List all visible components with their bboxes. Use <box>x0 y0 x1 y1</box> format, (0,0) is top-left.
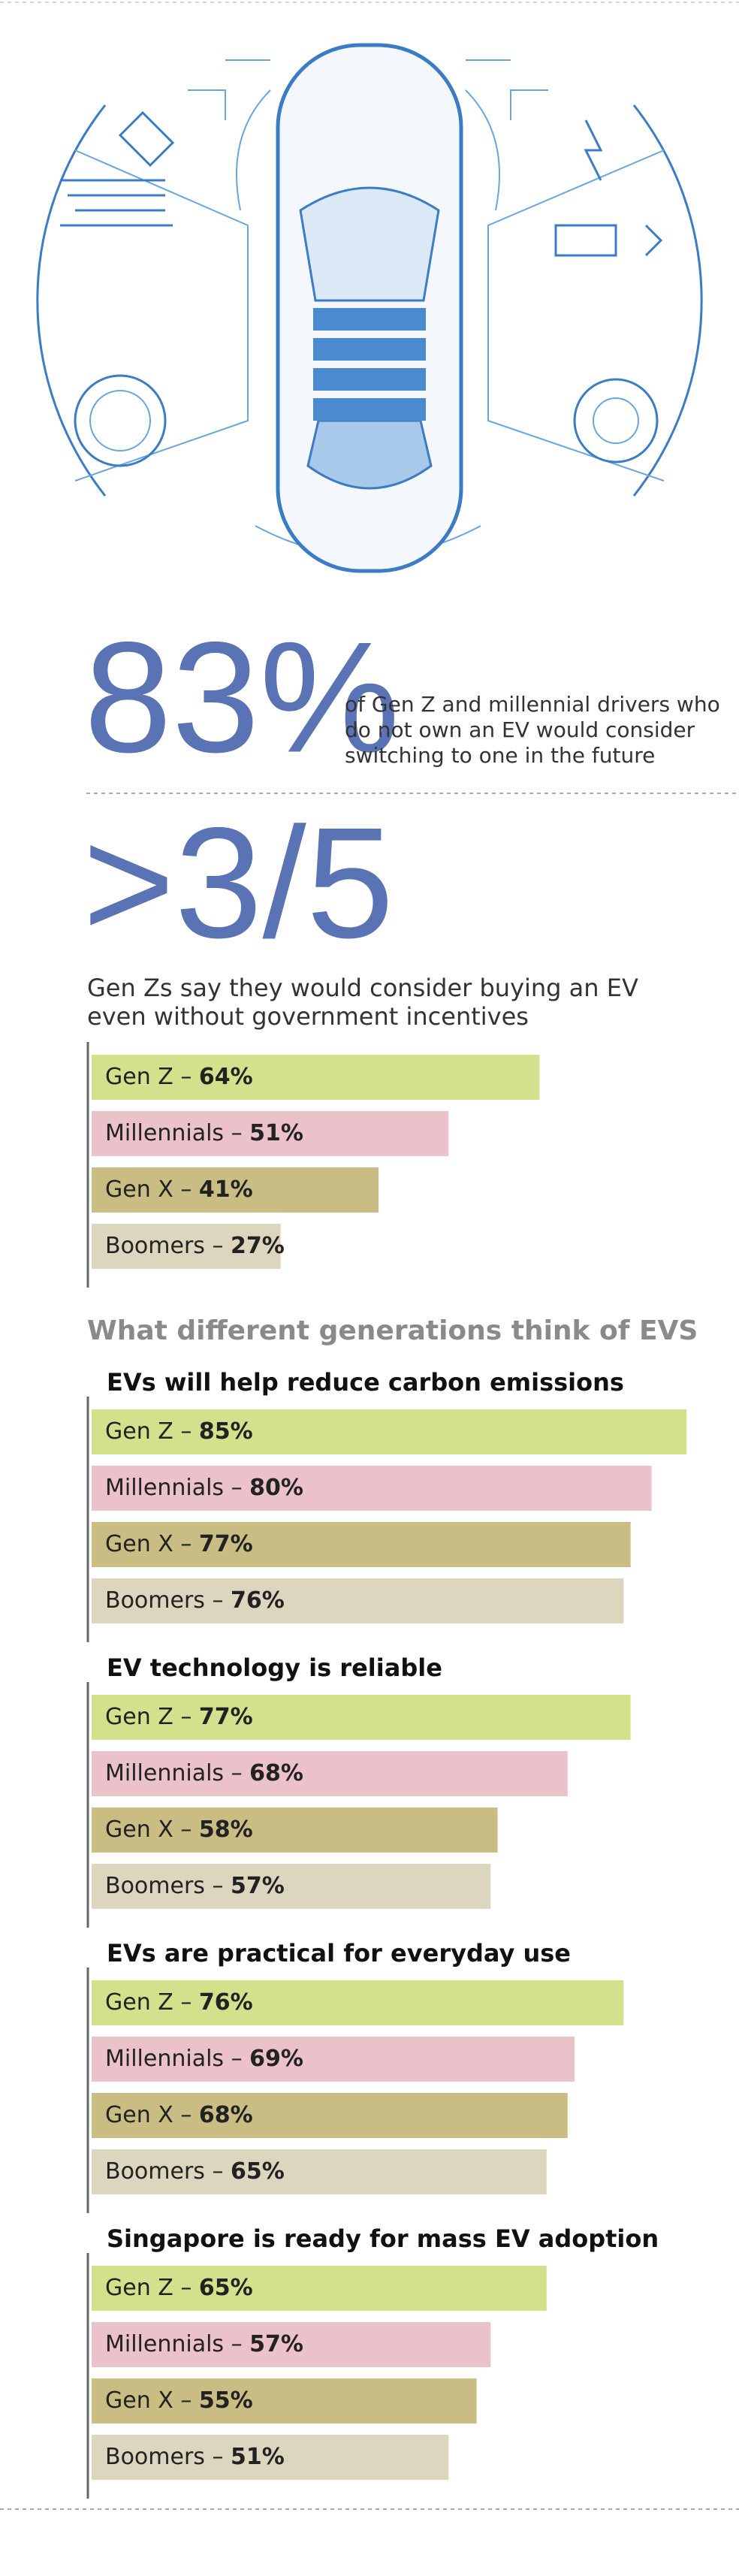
bar-label: Boomers – 57% <box>105 1873 285 1899</box>
chart-title: EV technology is reliable <box>107 1653 442 1682</box>
bar-label: Millennials – 68% <box>105 1760 303 1786</box>
value-label: 64% <box>199 1064 253 1090</box>
category-label: Millennials – <box>105 1120 243 1146</box>
bar <box>92 1695 631 1740</box>
value-label: 51% <box>231 2444 285 2470</box>
illustration <box>36 43 703 573</box>
bar <box>92 2037 575 2082</box>
bar-label: Millennials – 69% <box>105 2046 303 2072</box>
value-label: 27% <box>231 1233 285 1259</box>
value-label: 77% <box>199 1531 253 1557</box>
bar-label: Gen X – 77% <box>105 1531 253 1557</box>
bar <box>92 1980 624 2025</box>
bar-label: Boomers – 65% <box>105 2158 285 2185</box>
bar <box>92 1751 568 1796</box>
bar-label: Boomers – 51% <box>105 2444 285 2470</box>
value-label: 51% <box>249 1120 303 1146</box>
category-label: Gen X – <box>105 2102 192 2128</box>
value-label: 77% <box>199 1704 253 1730</box>
bar <box>92 1578 624 1623</box>
value-label: 58% <box>199 1816 253 1843</box>
stat-text: of Gen Z and millennial drivers who <box>345 692 720 717</box>
bar-label: Gen X – 41% <box>105 1176 253 1203</box>
bar-label: Gen Z – 77% <box>105 1704 253 1730</box>
value-label: 57% <box>231 1873 285 1899</box>
bar-label: Gen X – 58% <box>105 1816 253 1843</box>
category-label: Gen Z – <box>105 1704 192 1730</box>
category-label: Gen Z – <box>105 1064 192 1090</box>
value-label: 65% <box>199 2275 253 2301</box>
category-label: Boomers – <box>105 1233 223 1259</box>
section-title: What different generations think of EVS <box>87 1315 698 1346</box>
value-label: 68% <box>249 1760 303 1786</box>
stat-text: even without government incentives <box>87 1002 529 1031</box>
category-label: Millennials – <box>105 2331 243 2357</box>
bar <box>92 1055 540 1100</box>
bar-label: Boomers – 27% <box>105 1233 285 1259</box>
category-label: Boomers – <box>105 1587 223 1614</box>
category-label: Boomers – <box>105 2444 223 2470</box>
value-label: 80% <box>249 1475 303 1501</box>
category-label: Millennials – <box>105 1760 243 1786</box>
bar-label: Gen X – 55% <box>105 2387 253 2414</box>
bar-label: Gen X – 68% <box>105 2102 253 2128</box>
bar <box>92 1167 379 1213</box>
bar-label: Gen Z – 76% <box>105 1989 253 2016</box>
chart-title: Singapore is ready for mass EV adoption <box>107 2224 659 2253</box>
bar <box>92 1409 687 1454</box>
stat-text: do not own an EV would consider <box>345 717 695 742</box>
bar-label: Millennials – 51% <box>105 1120 303 1146</box>
bar <box>92 2322 491 2367</box>
category-label: Gen X – <box>105 1176 192 1203</box>
bar <box>92 1522 631 1567</box>
category-label: Gen X – <box>105 2387 192 2414</box>
bar-label: Gen Z – 65% <box>105 2275 253 2301</box>
category-label: Millennials – <box>105 1475 243 1501</box>
stat-text: switching to one in the future <box>345 743 655 768</box>
stat-figure: 83% <box>84 609 400 785</box>
chart-title: EVs will help reduce carbon emissions <box>107 1368 624 1397</box>
category-label: Gen Z – <box>105 1418 192 1445</box>
bar <box>92 1466 652 1511</box>
value-label: 65% <box>231 2158 285 2185</box>
category-label: Millennials – <box>105 2046 243 2072</box>
value-label: 68% <box>199 2102 253 2128</box>
category-label: Gen X – <box>105 1531 192 1557</box>
bar-label: Millennials – 57% <box>105 2331 303 2357</box>
bar <box>92 1807 498 1853</box>
value-label: 76% <box>231 1587 285 1614</box>
bar <box>92 1111 449 1156</box>
bar <box>92 1864 491 1909</box>
value-label: 41% <box>199 1176 253 1203</box>
bar <box>92 2378 477 2423</box>
bar-label: Gen Z – 64% <box>105 1064 253 1090</box>
category-label: Gen Z – <box>105 1989 192 2016</box>
category-label: Boomers – <box>105 2158 223 2185</box>
category-label: Gen Z – <box>105 2275 192 2301</box>
value-label: 55% <box>199 2387 253 2414</box>
value-label: 85% <box>199 1418 253 1445</box>
bar <box>92 1224 281 1269</box>
stat-text: Gen Zs say they would consider buying an… <box>87 974 638 1002</box>
bar-label: Millennials – 80% <box>105 1475 303 1501</box>
bar-label: Boomers – 76% <box>105 1587 285 1614</box>
chart-title: EVs are practical for everyday use <box>107 1939 571 1967</box>
value-label: 69% <box>249 2046 303 2072</box>
category-label: Gen X – <box>105 1816 192 1843</box>
value-label: 76% <box>199 1989 253 2016</box>
stat-figure: >3/5 <box>83 794 394 971</box>
category-label: Boomers – <box>105 1873 223 1899</box>
bar <box>92 2266 547 2311</box>
bar <box>92 2435 449 2480</box>
value-label: 57% <box>249 2331 303 2357</box>
bar-label: Gen Z – 85% <box>105 1418 253 1445</box>
bar <box>92 2093 568 2138</box>
bar <box>92 2149 547 2194</box>
